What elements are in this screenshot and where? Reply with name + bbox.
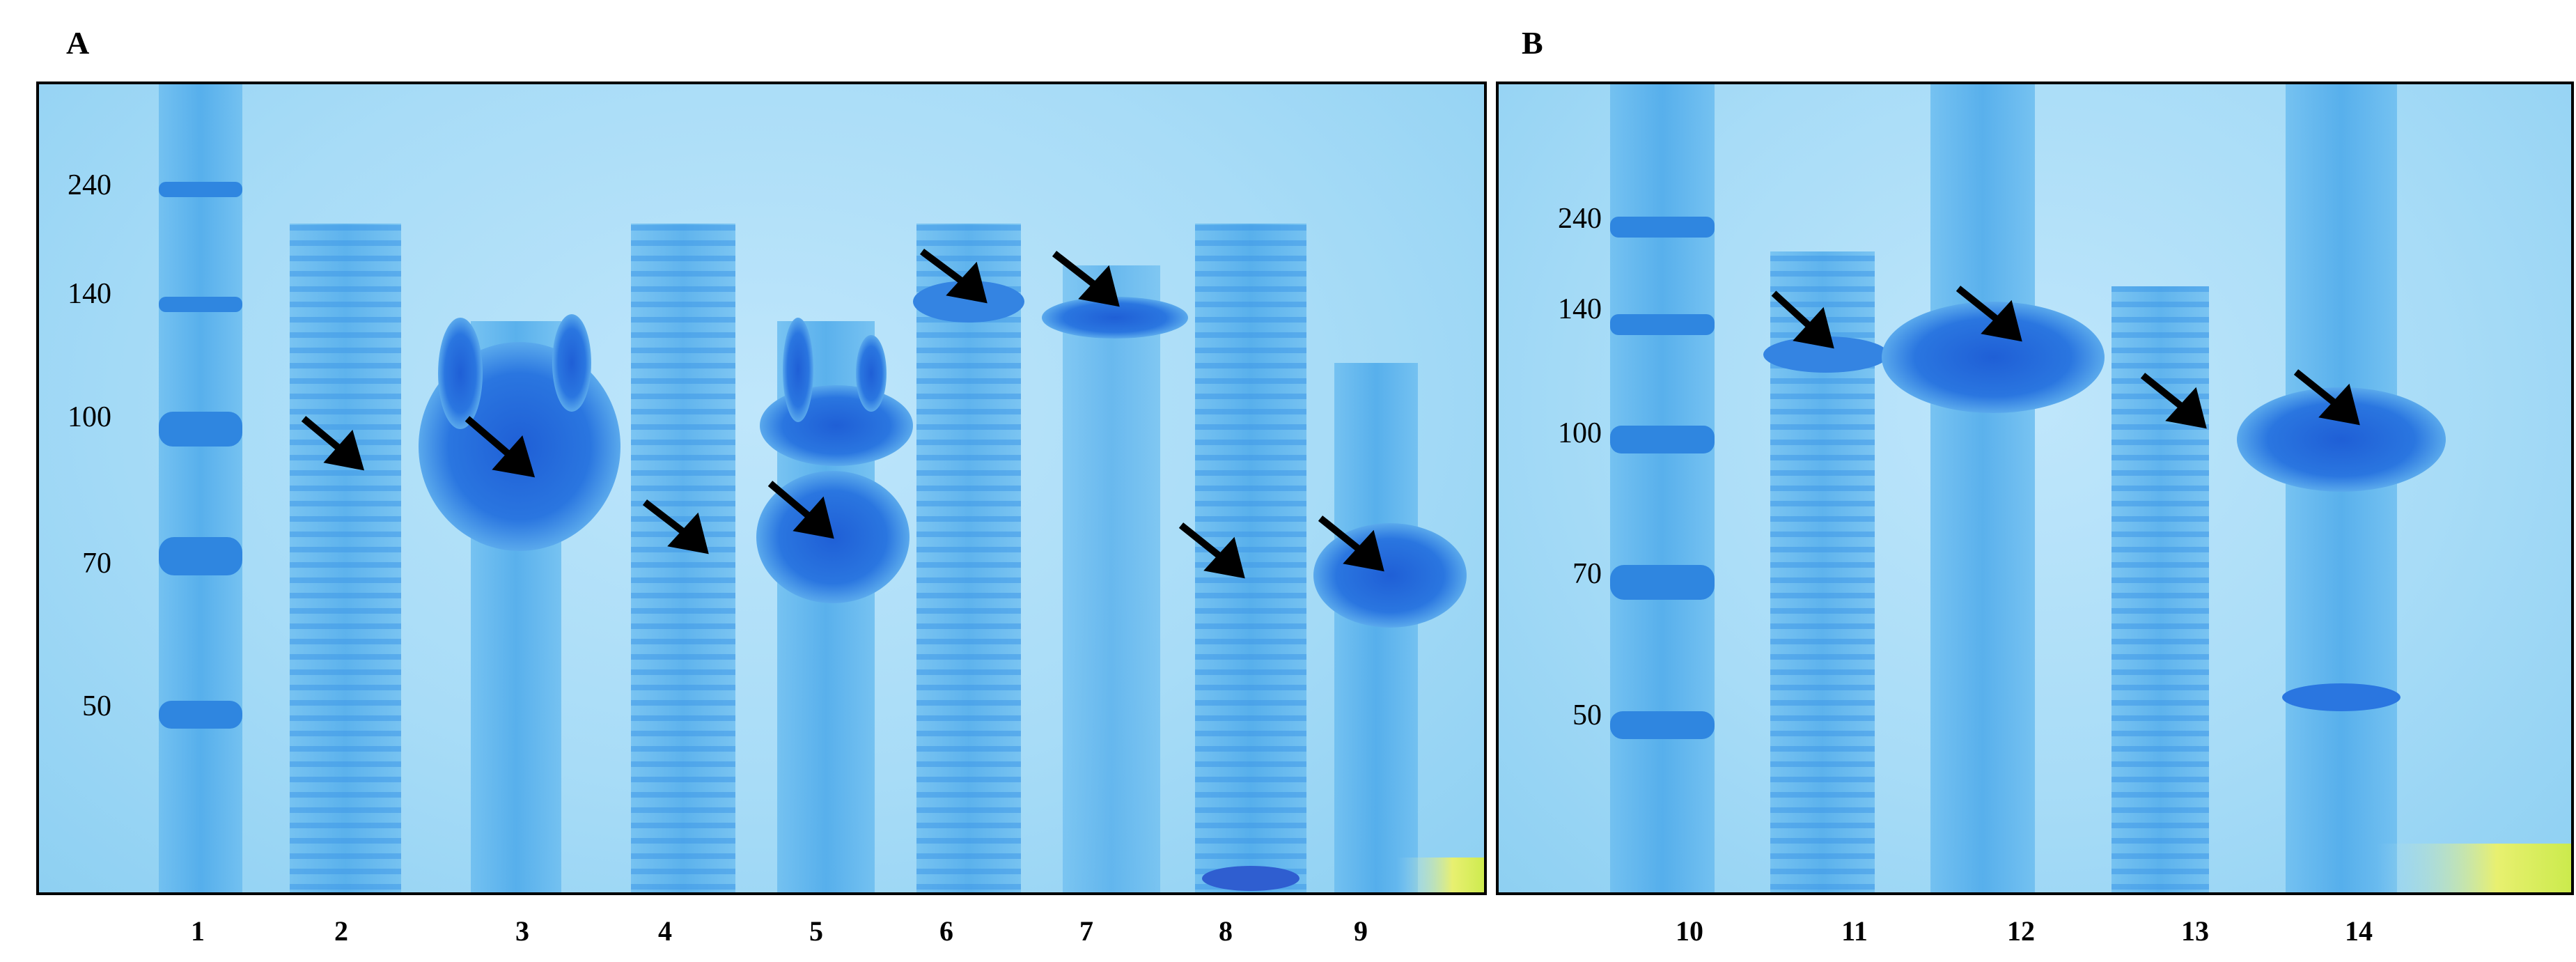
marker-label-b-240: 240 xyxy=(1558,203,1602,235)
marker-label-a-100: 100 xyxy=(68,401,111,433)
panel-a-letter: A xyxy=(66,25,90,61)
lane-label-13: 13 xyxy=(2181,915,2209,947)
arrows-b xyxy=(1771,286,2360,429)
arrows-a xyxy=(301,248,1384,579)
lane-label-14: 14 xyxy=(2345,915,2373,947)
protein-bands-b xyxy=(1763,302,2571,892)
marker-label-a-70: 70 xyxy=(82,548,111,580)
gel-b-image xyxy=(1610,84,2571,892)
lane-label-11: 11 xyxy=(1841,915,1868,947)
marker-label-b-140: 140 xyxy=(1558,293,1602,325)
lane-label-7: 7 xyxy=(1079,915,1093,947)
lane-label-2: 2 xyxy=(334,915,348,947)
marker-bands-a xyxy=(159,182,242,729)
marker-label-a-50: 50 xyxy=(82,690,111,722)
lane-label-6: 6 xyxy=(939,915,953,947)
gel-panel-b xyxy=(1496,82,2574,895)
gel-panel-a xyxy=(36,82,1487,895)
lane-label-1: 1 xyxy=(191,915,205,947)
lane-label-3: 3 xyxy=(515,915,529,947)
lane-label-5: 5 xyxy=(809,915,823,947)
gel-a-image xyxy=(159,84,1484,892)
marker-label-a-140: 140 xyxy=(68,278,111,310)
panel-b-letter: B xyxy=(1522,25,1543,61)
marker-bands-b xyxy=(1610,217,1715,739)
lane-label-8: 8 xyxy=(1219,915,1233,947)
marker-label-b-100: 100 xyxy=(1558,417,1602,449)
marker-label-b-50: 50 xyxy=(1572,699,1602,731)
lane-label-12: 12 xyxy=(2007,915,2035,947)
lane-label-10: 10 xyxy=(1676,915,1703,947)
marker-label-a-240: 240 xyxy=(68,169,111,201)
lane-label-9: 9 xyxy=(1354,915,1368,947)
lanes-b xyxy=(1610,84,2397,892)
lane-label-4: 4 xyxy=(658,915,672,947)
marker-label-b-70: 70 xyxy=(1572,558,1602,590)
